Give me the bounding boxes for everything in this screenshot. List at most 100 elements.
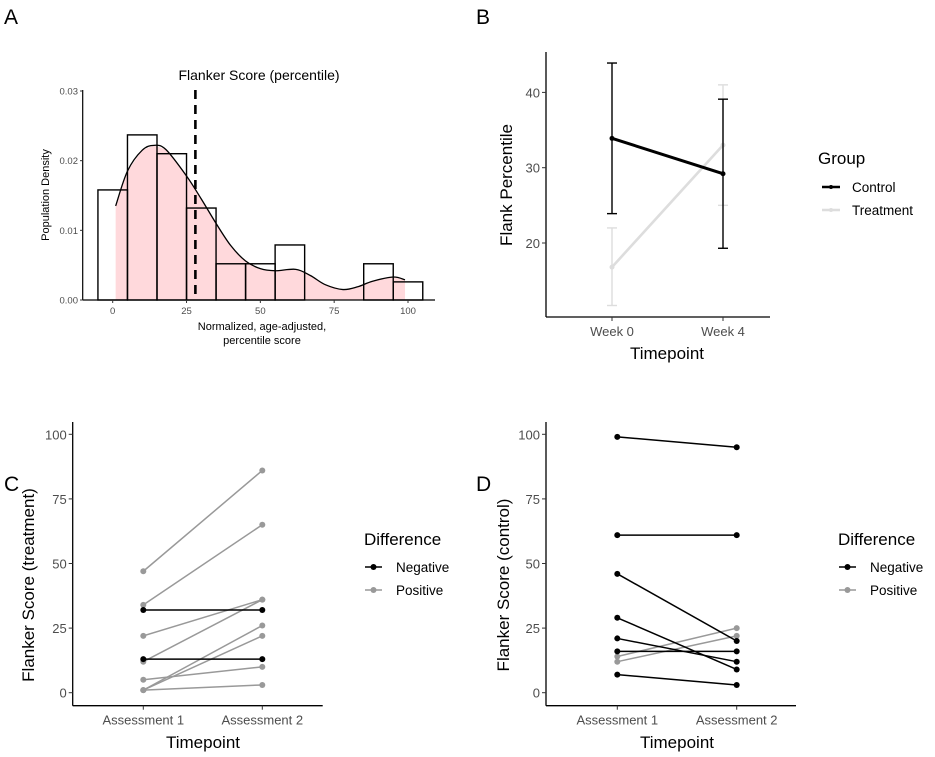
panel-b: 20 30 40 Week 0 Week 4 Flank Percentile Time… [497, 52, 913, 363]
data-point-negative [614, 570, 621, 577]
chart-d-legend-positive: Positive [870, 583, 917, 598]
data-point-negative [140, 656, 147, 663]
data-point-control [720, 171, 726, 177]
y-tick-label: 0.01 [60, 226, 79, 237]
legend-key-point [844, 564, 851, 570]
chart-a-xlabel-line1: Normalized, age-adjusted, [198, 321, 326, 333]
y-tick-label: 75 [52, 492, 66, 507]
legend-key-point [829, 208, 833, 212]
data-point-negative [733, 532, 740, 539]
legend-key-point [370, 564, 377, 570]
pair-line-positive [142, 635, 263, 691]
data-point-positive [259, 521, 266, 528]
y-tick-label: 0.03 [60, 87, 79, 98]
x-tick-label: Week 4 [701, 324, 745, 339]
data-point-positive [614, 658, 621, 665]
panel-a: 0.00 0.01 0.02 0.03 0 25 50 75 100 Flanker Score… [40, 67, 435, 347]
pair-line-positive [143, 684, 263, 691]
y-tick-label: 50 [526, 557, 540, 572]
chart-c-legend-positive: Positive [396, 583, 443, 598]
pair-line-negative [617, 617, 737, 671]
data-point-positive [140, 676, 147, 683]
y-tick-label: 0 [59, 686, 66, 701]
pair-line-positive [143, 598, 263, 637]
x-tick-label: 0 [110, 306, 115, 317]
pair-line-positive [617, 635, 737, 663]
panel-c: 0 25 50 75 100 Assessment 1 Assessment 2 Flank… [19, 422, 449, 752]
chart-d-legend-negative: Negative [870, 560, 923, 575]
y-tick-label: 0.02 [60, 156, 79, 167]
data-point-negative [614, 433, 621, 440]
data-point-negative [733, 638, 740, 645]
data-point-control [609, 135, 615, 141]
y-tick-label: 40 [526, 85, 540, 100]
data-point-negative [733, 666, 740, 673]
x-tick-label: 100 [400, 306, 416, 317]
series-line-control [611, 136, 724, 176]
data-point-negative [614, 671, 621, 678]
data-point-positive [259, 663, 266, 670]
legend-key-point [829, 185, 833, 189]
chart-b-ylabel: Flank Percentile [497, 124, 516, 246]
legend-key-point [844, 587, 851, 593]
y-tick-label: 20 [526, 236, 540, 251]
panel-d: 0 25 50 75 100 Assessment 1 Assessment 2 Flank… [494, 422, 923, 752]
pair-line-positive [142, 469, 263, 572]
data-point-positive [733, 632, 740, 639]
pair-line-negative [616, 573, 738, 642]
data-point-negative [733, 648, 740, 655]
data-point-positive [259, 622, 266, 629]
x-tick-label: Week 0 [590, 324, 634, 339]
chart-b-legend-treatment: Treatment [852, 203, 913, 218]
data-point-negative [614, 614, 621, 621]
chart-a-title: Flanker Score (percentile) [178, 67, 339, 83]
x-tick-label: Assessment 2 [696, 713, 778, 728]
y-tick-label: 0 [533, 686, 540, 701]
data-point-negative [733, 681, 740, 688]
x-tick-label: Assessment 1 [576, 713, 658, 728]
chart-d-ylabel: Flanker Score (control) [494, 499, 513, 672]
x-tick-label: 50 [255, 306, 266, 317]
density-curve [115, 144, 406, 291]
chart-b-legend-title: Group [818, 149, 865, 168]
x-tick-label: Assessment 1 [102, 713, 184, 728]
data-point-negative [733, 658, 740, 665]
data-point-positive [259, 467, 266, 474]
data-point-negative [733, 444, 740, 451]
chart-b-legend-control: Control [852, 180, 896, 195]
y-tick-label: 30 [526, 161, 540, 176]
chart-d-legend-title: Difference [838, 530, 915, 549]
chart-b-xlabel: Timepoint [630, 344, 704, 363]
chart-c-ylabel: Flanker Score (treatment) [19, 488, 38, 682]
series-line-treatment [611, 144, 724, 268]
density-area [115, 145, 406, 300]
pair-line-positive [142, 524, 263, 606]
y-tick-label: 0.00 [60, 296, 79, 307]
y-tick-label: 50 [52, 557, 66, 572]
pair-line-negative [617, 436, 737, 448]
y-tick-label: 25 [526, 621, 540, 636]
y-tick-label: 25 [52, 621, 66, 636]
pair-line-positive [143, 666, 263, 681]
data-point-negative [614, 532, 621, 539]
legend-key-point [370, 587, 377, 593]
data-point-positive [140, 687, 147, 694]
panel-label-a: A [4, 6, 18, 29]
chart-d-xlabel: Timepoint [640, 733, 714, 752]
x-tick-label: 25 [181, 306, 192, 317]
chart-a-xlabel-line2: percentile score [223, 335, 301, 347]
y-tick-label: 75 [526, 492, 540, 507]
chart-c-legend-negative: Negative [396, 560, 449, 575]
panel-label-d: D [476, 473, 491, 496]
data-point-positive [259, 681, 266, 688]
x-tick-label: 75 [329, 306, 340, 317]
data-point-negative [259, 656, 266, 663]
data-point-negative [140, 607, 147, 614]
data-point-treatment [609, 264, 615, 270]
data-point-positive [259, 596, 266, 603]
chart-c-xlabel: Timepoint [166, 733, 240, 752]
data-point-positive [140, 632, 147, 639]
data-point-negative [614, 635, 621, 642]
data-point-negative [259, 607, 266, 614]
